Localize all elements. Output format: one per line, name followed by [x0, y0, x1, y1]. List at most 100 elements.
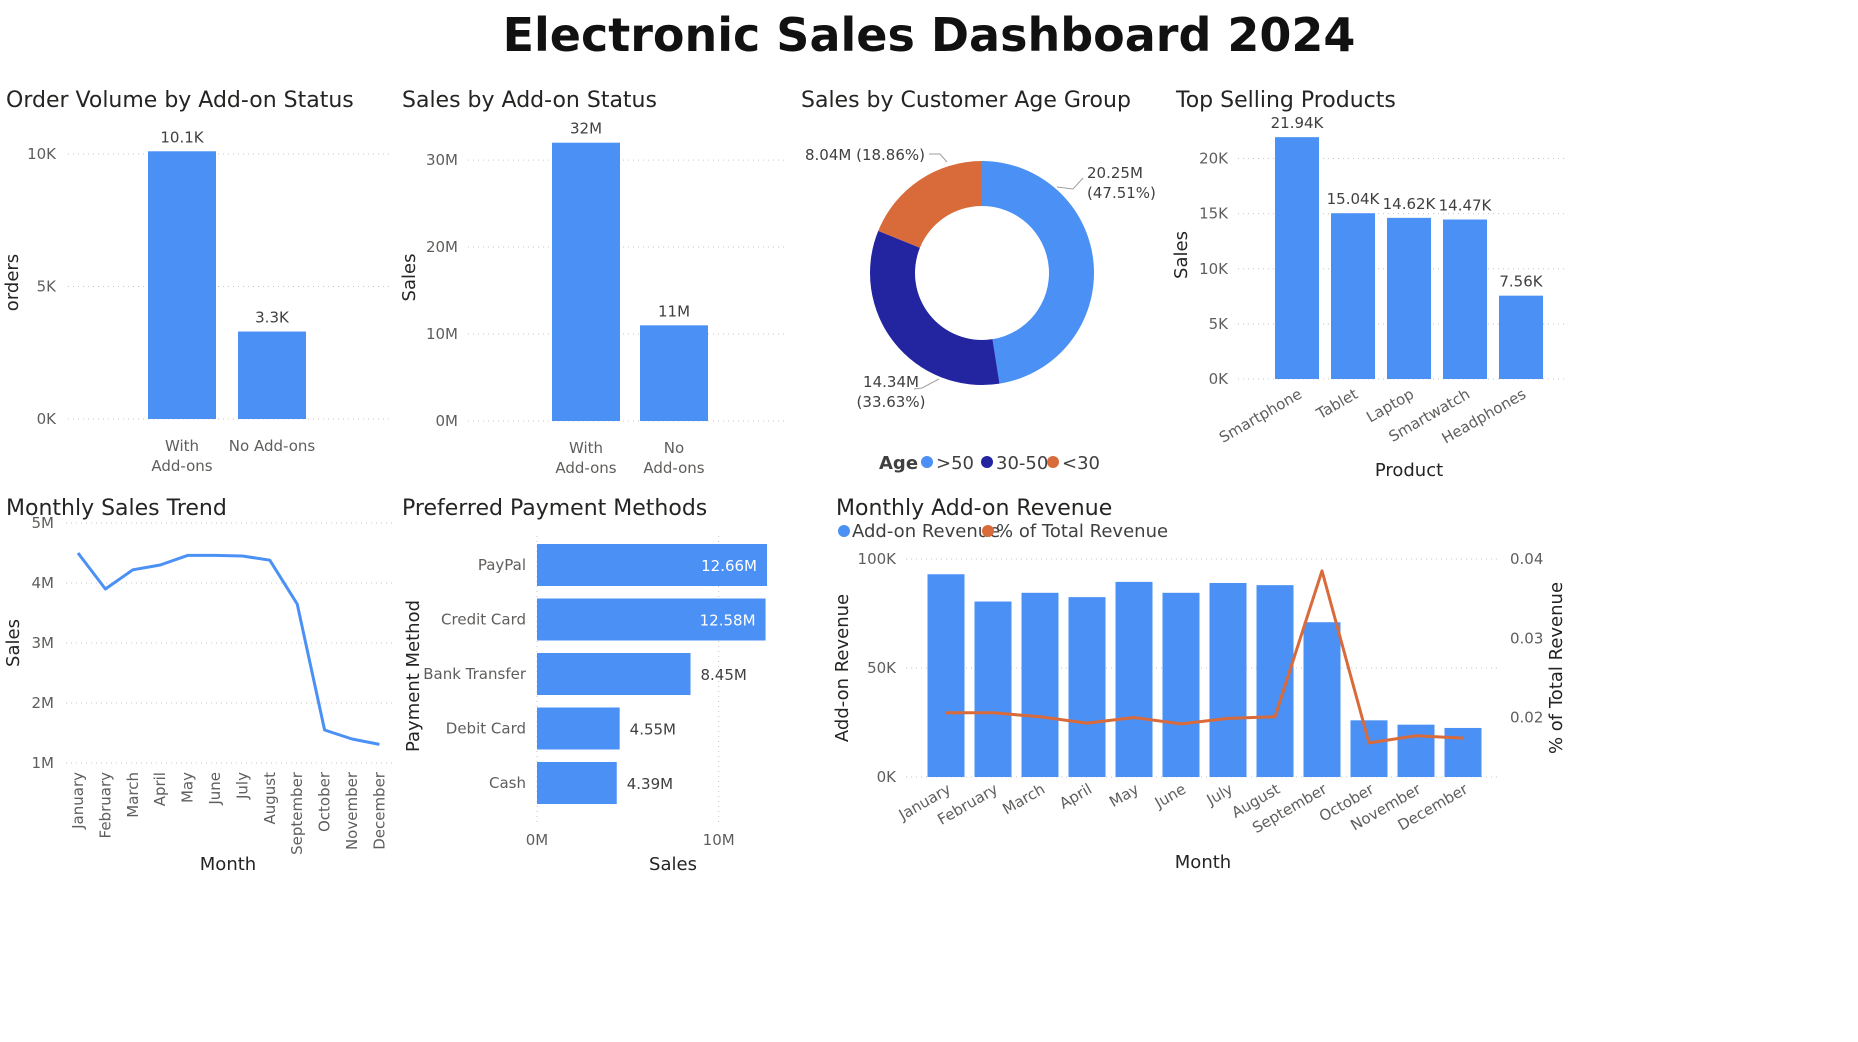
payment-chart: 0M 10M Sales Payment Method PayPal 12.66M Cred… [403, 536, 767, 875]
x-tick-label: April [1056, 780, 1095, 813]
y-tick-label: 0K [1209, 370, 1230, 388]
products-panel: Top Selling Products 0K 5K 10K 15K 20K Sales 2… [1171, 88, 1576, 488]
data-label: 8.45M [701, 666, 747, 684]
orders-panel: Order Volume by Add-on Status 0K 5K 10K ord… [2, 88, 406, 488]
x-axis-title: Sales [649, 854, 697, 875]
legend-label: >50 [936, 453, 974, 474]
x-tick-label: 0M [526, 831, 549, 849]
bar [927, 574, 965, 777]
leader-line [913, 378, 940, 390]
legend-marker [1047, 456, 1059, 468]
y2-tick-label: 0.02 [1510, 709, 1543, 727]
data-label: 12.58M [700, 612, 756, 630]
y-tick-label: 3M [32, 634, 55, 652]
bar [640, 325, 708, 421]
sales-addon-chart: 0M 10M 20M 30M Sales 32M With Add-ons 11M No Add-o… [399, 120, 788, 477]
sales-line [76, 552, 380, 746]
trend-chart: 1M 2M 3M 4M 5M Sales January February March April… [3, 514, 394, 875]
leader-line [1056, 177, 1084, 190]
data-label: 15.04K [1327, 190, 1381, 208]
y-axis-title: orders [2, 254, 23, 311]
y-tick-label: 1M [32, 754, 55, 772]
y-tick-label: 5K [37, 277, 58, 295]
y-tick-label: Bank Transfer [423, 665, 527, 683]
leader-line [929, 153, 948, 163]
bar [552, 142, 620, 421]
x-tick-label: August [261, 772, 279, 825]
y-tick-label: Debit Card [446, 720, 526, 738]
x-tick-label: April [151, 772, 169, 806]
bar [974, 601, 1012, 777]
legend-marker [838, 525, 850, 537]
x-tick-label: No Add-ons [643, 439, 704, 477]
y-tick-label: 5M [32, 514, 55, 532]
x-tick-label: November [343, 771, 361, 850]
y-tick-label: 2M [32, 694, 55, 712]
sales-addon-title: Sales by Add-on Status [402, 88, 657, 113]
bar [1499, 295, 1543, 379]
bar [1350, 720, 1388, 777]
bar [1209, 582, 1247, 777]
x-tick-label: March [124, 772, 142, 818]
x-tick-label: July [233, 772, 251, 800]
legend-marker [982, 525, 994, 537]
x-tick-label: March [999, 780, 1048, 818]
x-tick-label: January [69, 772, 87, 830]
data-label: 14.62K [1383, 195, 1437, 213]
bar [1162, 592, 1200, 777]
bar [537, 707, 620, 750]
x-tick-label: No Add-ons [229, 437, 316, 455]
y-tick-label: 20K [1199, 150, 1229, 168]
bar [1331, 213, 1375, 379]
share-line [946, 569, 1464, 745]
orders-title: Order Volume by Add-on Status [6, 88, 354, 113]
bar [238, 331, 306, 419]
x-tick-label: February [96, 772, 114, 839]
x-tick-label: May [179, 772, 197, 803]
bar [1303, 622, 1341, 777]
payment-title: Preferred Payment Methods [402, 496, 708, 521]
y-axis-title: Sales [3, 619, 24, 667]
legend-label: Add-on Revenue [852, 521, 1000, 542]
y-tick-label: 4M [32, 574, 55, 592]
products-title: Top Selling Products [1176, 88, 1396, 113]
bar [537, 598, 766, 641]
bar [1115, 581, 1153, 777]
donut-slice [870, 230, 1000, 385]
bar [1387, 217, 1431, 379]
donut-slice [982, 161, 1094, 384]
trend-title: Monthly Sales Trend [6, 496, 227, 521]
y2-tick-label: 0.04 [1510, 550, 1543, 568]
x-tick-label: Tablet [1312, 385, 1361, 423]
y-tick-label: 0M [436, 412, 459, 430]
y-tick-label: 10K [1199, 260, 1229, 278]
data-label: 32M [570, 120, 602, 138]
y-tick-label: 10M [426, 325, 458, 343]
legend-marker [921, 456, 933, 468]
y2-tick-label: 0.03 [1510, 629, 1543, 647]
data-label: 8.04M (18.86%) [805, 146, 925, 164]
trend-panel: Monthly Sales Trend 1M 2M 3M 4M 5M Sales Janua… [3, 496, 406, 876]
x-tick-label: With Add-ons [555, 439, 616, 477]
y-tick-label: 0K [877, 768, 898, 786]
x-axis-title: Month [200, 854, 256, 875]
y-tick-label: 50K [867, 659, 897, 677]
x-tick-label: June [1151, 780, 1189, 812]
y-tick-label: PayPal [478, 556, 526, 574]
addon-revenue-title: Monthly Add-on Revenue [836, 496, 1113, 521]
data-label: 12.66M [701, 557, 757, 575]
y-tick-label: 10K [27, 145, 57, 163]
x-tick-label: Smartphone [1216, 385, 1305, 447]
data-label: 14.34M (33.63%) [857, 373, 926, 411]
y-axis-title: Sales [399, 254, 420, 302]
y-tick-label: 15K [1199, 205, 1229, 223]
y-tick-label: 100K [858, 550, 898, 568]
data-label: 3.3K [255, 309, 290, 327]
bar [1021, 592, 1059, 777]
y-tick-label: Credit Card [441, 611, 526, 629]
orders-chart: 0K 5K 10K orders 10.1K With Add-ons 3.3K No Add-… [2, 128, 390, 475]
addon-revenue-chart: Add-on Revenue% of Total Revenue0K50K100… [832, 521, 1567, 873]
bar [537, 762, 617, 804]
dashboard-title: Electronic Sales Dashboard 2024 [502, 8, 1356, 62]
data-label: 10.1K [160, 128, 204, 146]
